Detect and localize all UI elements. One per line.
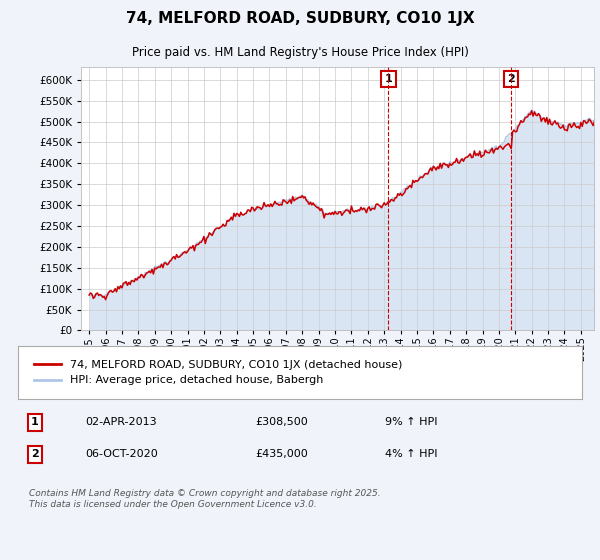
Text: 4% ↑ HPI: 4% ↑ HPI [385, 449, 437, 459]
Text: 74, MELFORD ROAD, SUDBURY, CO10 1JX: 74, MELFORD ROAD, SUDBURY, CO10 1JX [125, 11, 475, 26]
Text: Contains HM Land Registry data © Crown copyright and database right 2025.
This d: Contains HM Land Registry data © Crown c… [29, 489, 381, 508]
Text: 02-APR-2013: 02-APR-2013 [86, 417, 157, 427]
Text: 2: 2 [31, 449, 39, 459]
Text: Price paid vs. HM Land Registry's House Price Index (HPI): Price paid vs. HM Land Registry's House … [131, 46, 469, 59]
Text: 9% ↑ HPI: 9% ↑ HPI [385, 417, 437, 427]
Legend: 74, MELFORD ROAD, SUDBURY, CO10 1JX (detached house), HPI: Average price, detach: 74, MELFORD ROAD, SUDBURY, CO10 1JX (det… [29, 356, 407, 390]
Text: 1: 1 [385, 74, 392, 84]
Text: 1: 1 [31, 417, 39, 427]
Text: 2: 2 [508, 74, 515, 84]
Text: 06-OCT-2020: 06-OCT-2020 [86, 449, 158, 459]
Text: £308,500: £308,500 [255, 417, 308, 427]
Text: £435,000: £435,000 [255, 449, 308, 459]
